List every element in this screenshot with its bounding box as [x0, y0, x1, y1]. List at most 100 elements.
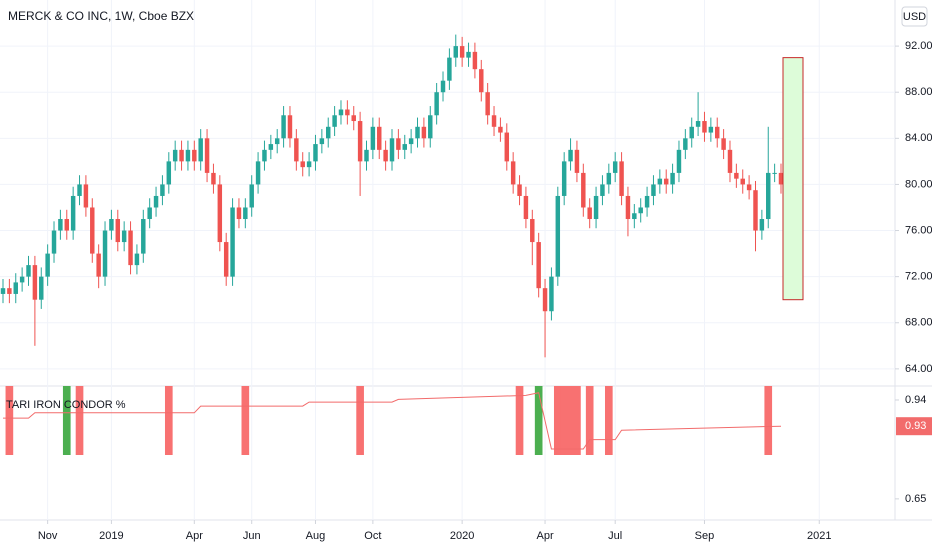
candle-body: [0, 288, 6, 294]
candle-body: [568, 149, 573, 162]
candle-body: [440, 80, 446, 93]
candle-body: [593, 195, 599, 220]
candle-body: [364, 149, 369, 162]
y-tick-label: 88.00: [905, 86, 932, 98]
candle-body: [77, 184, 82, 196]
candle-body: [619, 161, 624, 196]
plot: [0, 34, 804, 455]
candle-body: [485, 92, 490, 116]
candle-body: [198, 138, 203, 162]
candle-body: [740, 178, 745, 185]
candle-body: [683, 138, 688, 150]
candle-body: [600, 184, 605, 196]
candle-body: [345, 109, 350, 116]
candle-body: [651, 184, 656, 196]
candle-body: [115, 219, 121, 243]
signal-band: [75, 386, 84, 455]
chart-title: MERCK & CO INC, 1W, Cboe BZX: [8, 9, 194, 23]
y-tick-label: 0.65: [905, 493, 926, 505]
candle-body: [766, 172, 771, 220]
candle-body: [759, 219, 765, 231]
y2-tick-label: 0.93: [905, 420, 926, 432]
x-tick-label: Nov: [38, 530, 58, 542]
candle-body: [695, 121, 701, 127]
candle-body: [192, 149, 197, 162]
candle-body: [230, 207, 235, 277]
candle-body: [663, 178, 669, 185]
x-tick-label: Apr: [536, 530, 553, 542]
candle-body: [517, 184, 522, 196]
y-tick-label: 80.00: [905, 178, 932, 190]
candle-body: [479, 69, 484, 93]
candle-body: [166, 161, 172, 185]
candle-body: [338, 109, 344, 116]
x-tick-label: Sep: [695, 530, 715, 542]
currency-button[interactable]: [901, 6, 928, 27]
candle-body: [389, 138, 395, 162]
x-tick-label: Oct: [364, 530, 381, 542]
candle-body: [153, 195, 159, 208]
candle-body: [243, 207, 248, 220]
candle-body: [491, 115, 497, 127]
candle-body: [574, 149, 580, 173]
y-tick-label: 72.00: [905, 271, 932, 283]
candle-body: [459, 46, 465, 58]
signal-band: [356, 386, 364, 455]
candle-body: [702, 121, 707, 133]
candle-body: [555, 195, 561, 277]
candle-body: [217, 184, 223, 243]
candle-body: [549, 276, 554, 312]
currency[interactable]: USD: [903, 11, 926, 23]
candle-body: [39, 276, 44, 300]
candle-body: [357, 121, 363, 162]
signal-band: [566, 386, 575, 455]
signal-band: [5, 386, 14, 455]
candle-body: [313, 144, 318, 162]
candle-body: [70, 195, 76, 231]
candle-body: [160, 184, 165, 196]
signal-band: [534, 386, 543, 455]
candle-body: [727, 149, 733, 173]
candle-body: [325, 126, 331, 139]
candle-body: [90, 207, 95, 254]
candle-body: [294, 138, 299, 162]
candle-body: [64, 219, 70, 231]
range-box: [782, 57, 804, 301]
x-tick-label: Jun: [243, 530, 261, 542]
candle-body: [542, 288, 548, 312]
candle-body: [721, 138, 726, 150]
candle-body: [714, 126, 720, 139]
candle-body: [396, 138, 401, 150]
candle-body: [13, 282, 18, 294]
candle-body: [236, 207, 242, 220]
candle-body: [632, 213, 637, 220]
signal-band: [560, 386, 569, 455]
candle-body: [262, 149, 267, 162]
candle-body: [96, 253, 101, 277]
candle-body: [281, 115, 286, 139]
candle-body: [7, 288, 12, 294]
candle-body: [753, 190, 758, 231]
candle-body: [19, 276, 25, 283]
signal-band: [164, 386, 173, 455]
signal-band: [604, 386, 613, 455]
candle-body: [670, 172, 675, 185]
candle-body: [268, 144, 274, 150]
y-tick-label: 84.00: [905, 132, 932, 144]
candle-body: [447, 57, 452, 81]
candle-body: [83, 184, 89, 208]
candle-body: [121, 230, 127, 243]
signal-band: [585, 386, 594, 455]
candle-body: [466, 51, 471, 58]
candle-body: [128, 230, 133, 266]
candle-body: [657, 178, 663, 185]
candle-body: [211, 172, 216, 185]
candle-body: [587, 207, 592, 220]
signal-band: [241, 386, 250, 455]
candle-body: [453, 46, 459, 58]
candle-body: [778, 172, 784, 185]
indicator-title: TARI IRON CONDOR %: [6, 399, 126, 411]
candle-body: [428, 115, 433, 139]
candle-body: [402, 144, 407, 150]
